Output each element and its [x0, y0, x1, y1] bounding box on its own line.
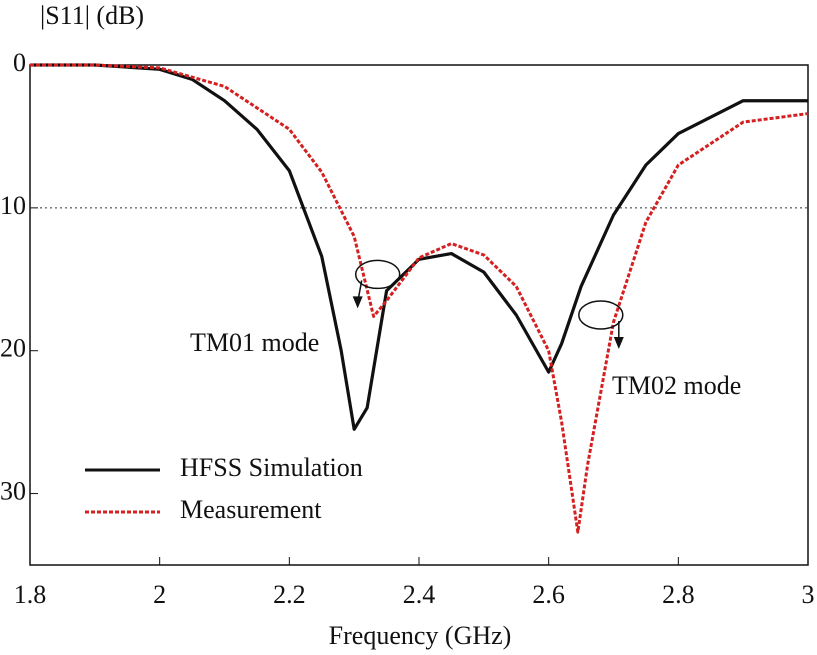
- x-tick-label: 2.2: [273, 580, 306, 609]
- annotation-text: TM02 mode: [612, 371, 741, 400]
- x-tick-label: 3: [802, 580, 815, 609]
- legend-label: Measurement: [180, 495, 322, 524]
- x-axis-label: Frequency (GHz): [329, 621, 512, 650]
- arrow-head: [613, 337, 624, 349]
- x-tick-label: 2: [153, 580, 166, 609]
- annotation-ellipse: [578, 300, 624, 330]
- arrow-head: [352, 296, 363, 309]
- annotation-text: TM01 mode: [190, 328, 319, 357]
- y-tick-label: -10: [0, 191, 26, 220]
- y-tick-label: -30: [0, 477, 26, 506]
- series-line: [30, 63, 809, 534]
- x-tick-label: 2.6: [532, 580, 565, 609]
- y-tick-label: 0: [13, 48, 26, 77]
- y-tick-label: -20: [0, 334, 26, 363]
- x-tick-label: 1.8: [14, 580, 47, 609]
- y-axis-label: |S11| (dB): [40, 1, 144, 30]
- x-tick-label: 2.4: [403, 580, 436, 609]
- series-line: [30, 63, 808, 431]
- annotation-ellipse: [354, 259, 401, 290]
- x-tick-label: 2.8: [662, 580, 695, 609]
- legend-label: HFSS Simulation: [180, 453, 363, 482]
- plot-frame: [29, 64, 809, 566]
